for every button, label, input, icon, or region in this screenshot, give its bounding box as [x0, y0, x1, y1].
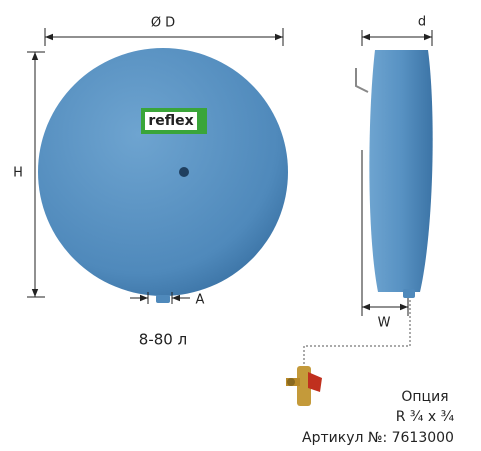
option-title: Опция — [401, 389, 448, 405]
nipple — [156, 295, 170, 303]
valve — [286, 366, 322, 406]
logo: reflex — [148, 113, 193, 129]
label-w: W — [378, 316, 391, 331]
option-thread: R ¾ x ¾ — [396, 409, 455, 425]
logo-box — [145, 112, 197, 130]
bracket — [355, 68, 369, 93]
leader — [303, 300, 411, 366]
label-diameter: Ø D — [151, 16, 175, 31]
nipple — [403, 289, 415, 298]
label-depth: d — [418, 15, 426, 30]
option-article: Артикул №: 7613000 — [302, 430, 454, 446]
vessel-front — [38, 48, 288, 296]
volume: 8-80 л — [139, 331, 187, 349]
label-height: H — [13, 166, 23, 181]
label-a: A — [196, 293, 205, 308]
port — [179, 167, 189, 177]
vessel-side — [369, 50, 433, 292]
